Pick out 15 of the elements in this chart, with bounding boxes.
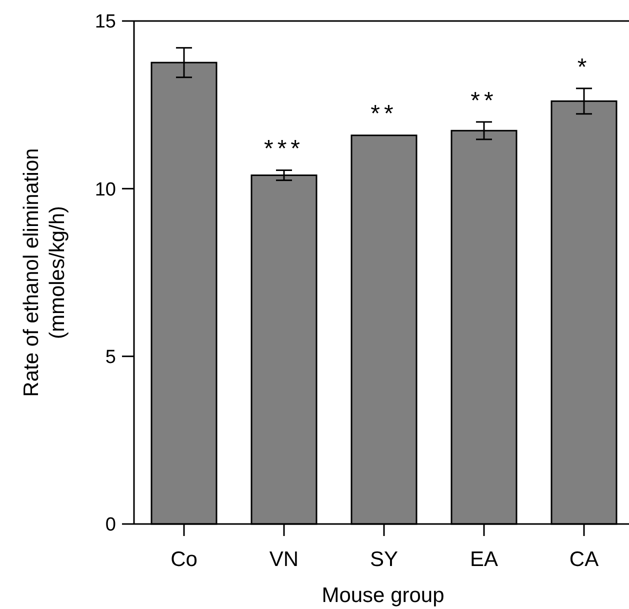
annotation: ** bbox=[470, 87, 498, 114]
y-axis-title: Rate of ethanol elimination (mmoles/kg/h) bbox=[20, 148, 69, 397]
annotation: * bbox=[577, 54, 591, 81]
x-tick-label: CA bbox=[569, 548, 599, 571]
y-tick-label: 5 bbox=[105, 346, 116, 368]
x-tick-label: VN bbox=[269, 548, 299, 571]
x-tick-label: SY bbox=[370, 548, 398, 571]
annotation: ** bbox=[370, 100, 398, 128]
y-tick-label: 15 bbox=[94, 12, 116, 33]
y-tick-label: 10 bbox=[94, 179, 116, 200]
x-axis-title: Mouse group bbox=[322, 584, 444, 607]
x-tick-label: Co bbox=[170, 548, 198, 571]
annotation: *** bbox=[264, 136, 304, 163]
y-tick-label: 0 bbox=[105, 514, 116, 536]
x-tick-label: EA bbox=[470, 548, 498, 571]
